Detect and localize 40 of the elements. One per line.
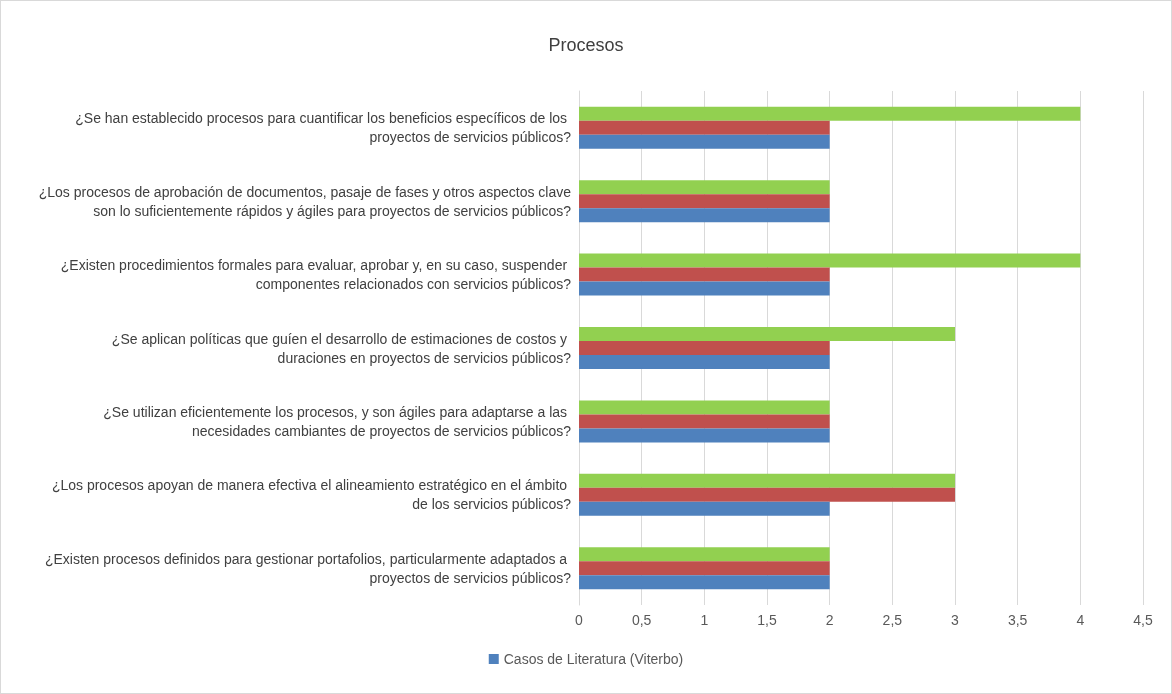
bar <box>579 134 830 149</box>
bar <box>579 414 830 429</box>
y-tick-label: ¿Existen procesos definidos para gestionar portafolios, particularmente adaptados a proyectos de servicios públicos? <box>44 550 572 586</box>
x-tick-label: 1,5 <box>757 612 777 628</box>
bar <box>579 253 1081 268</box>
y-tick-label: ¿Se aplican políticas que guíen el desarrollo de estimaciones de costos y duraciones en proyectos de servicios públicos? <box>111 330 572 366</box>
bar <box>579 428 830 443</box>
x-tick-label: 4,5 <box>1133 612 1153 628</box>
bar <box>579 355 830 369</box>
bar <box>579 120 830 135</box>
bar <box>579 341 830 355</box>
y-tick-label: ¿Los procesos de aprobación de documentos, pasaje de fases y otros aspectos clave son lo suficientemente rápidos y ágiles para proyectos de servicios públicos? <box>38 183 572 219</box>
y-tick-label: ¿Existen procedimientos formales para evaluar, aprobar y, en su caso, suspender componentes relacionados con servicios públicos? <box>60 257 572 293</box>
bar <box>579 473 955 488</box>
y-tick-label: ¿Los procesos apoyan de manera efectiva el alineamiento estratégico en el ámbito de los servicios públicos? <box>51 477 572 513</box>
bar <box>579 487 955 502</box>
x-tick-label: 2,5 <box>882 612 903 628</box>
y-tick-label: ¿Se utilizan eficientemente los procesos, y son ágiles para adaptarse a las necesidades cambiantes de proyectos de servicios públicos? <box>103 403 572 439</box>
y-tick-label: ¿Se han establecido procesos para cuantificar los beneficios específicos de los proyectos de servicios públicos? <box>75 110 572 146</box>
legend-label: Casos de Literatura (Viterbo) <box>503 651 684 667</box>
x-tick-label: 3 <box>951 612 960 628</box>
bar <box>579 547 830 562</box>
bar <box>579 194 830 209</box>
chart-title: Procesos <box>548 35 624 55</box>
x-tick-label: 4 <box>1076 612 1085 628</box>
x-tick-label: 0 <box>575 612 584 628</box>
bar <box>579 575 830 590</box>
bar <box>579 281 830 296</box>
bar <box>579 501 830 516</box>
x-tick-label: 3,5 <box>1007 612 1028 628</box>
x-tick-label: 2 <box>825 612 834 628</box>
x-tick-label: 1 <box>700 612 709 628</box>
bar <box>579 400 830 415</box>
bar <box>579 106 1081 121</box>
bar <box>579 561 830 576</box>
bar <box>579 267 830 282</box>
bar <box>579 180 830 195</box>
bar <box>579 327 955 341</box>
x-tick-label: 0,5 <box>631 612 652 628</box>
bar <box>579 208 830 223</box>
